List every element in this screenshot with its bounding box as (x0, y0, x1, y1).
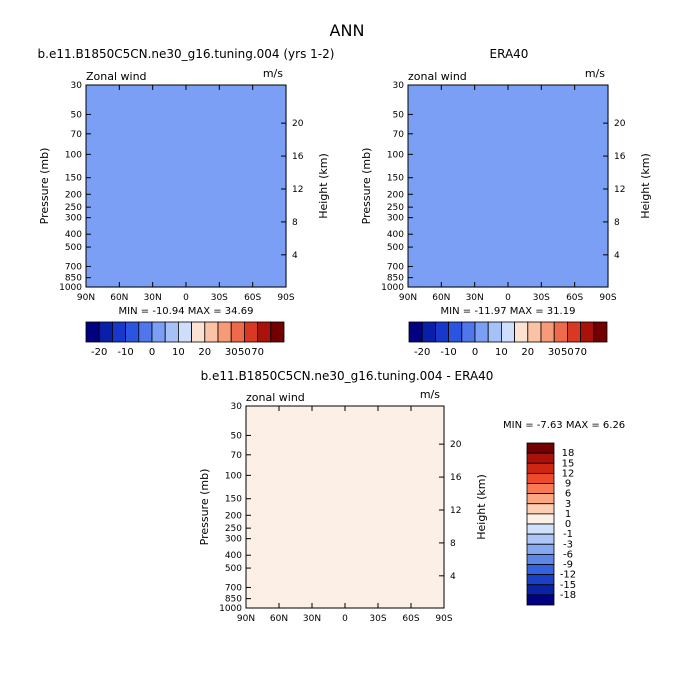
panel-model-colorbar-label: -10 (117, 347, 133, 358)
panel-model-ytick-label: 30 (71, 81, 83, 91)
panel-model-colorbar-swatch-1 (99, 322, 112, 342)
panel-model-colorbar-swatch-5 (152, 322, 165, 342)
panel-model-stats: MIN = -10.94 MAX = 34.69 (119, 306, 254, 317)
panel-model-ytick-label: 100 (65, 150, 82, 160)
panel-model-colorbar-swatch-13 (258, 322, 271, 342)
panel-model-height-tick-label: 20 (292, 119, 304, 129)
panel-model-xtick-label: 60S (244, 293, 261, 303)
panel-model-colorbar-swatch-4 (139, 322, 152, 342)
panel-model-ytick-label: 50 (71, 110, 83, 120)
panel-model-units: m/s (263, 67, 283, 80)
panel-model: b.e11.B1850C5CN.ne30_g16.tuning.004 (yrs… (38, 47, 335, 358)
panel-model-xtick-label: 90S (277, 293, 294, 303)
panel-model-colorbar-swatch-14 (271, 322, 284, 342)
panel-model-height-tick-label: 16 (292, 152, 304, 162)
panel-obs-title: ERA40 (490, 47, 529, 61)
panel-model-ytick-label: 250 (65, 203, 82, 213)
panel-model-xtick-label: 0 (183, 293, 189, 303)
panel-model-colorbar-label: 0 (149, 347, 155, 358)
panel-model-ylabel: Pressure (mb) (38, 148, 51, 225)
panel-model-colorbar-label: 20 (198, 347, 211, 358)
panel-obs-field-label: zonal wind (408, 70, 467, 83)
panel-model-ytick-label: 200 (65, 190, 82, 200)
panel-model-field-label: Zonal wind (86, 70, 147, 83)
panel-model-height-tick-label: 4 (292, 251, 298, 261)
panel-model-ytick-label: 1000 (59, 283, 82, 293)
panel-model-colorbar-swatch-7 (178, 322, 191, 342)
panel-model-colorbar-swatch-3 (126, 322, 139, 342)
panel-obs-plot (408, 85, 609, 288)
panel-model-ylabel-right: Height (km) (317, 153, 330, 219)
panel-model-ytick-label: 400 (65, 230, 82, 240)
panel-model-colorbar-swatch-12 (244, 322, 257, 342)
panel-model-ytick-label: 500 (65, 243, 82, 253)
panel-model-colorbar-swatch-8 (192, 322, 205, 342)
panel-model-xtick-label: 30N (144, 293, 162, 303)
panel-obs-ylabel-right: Height (km) (639, 153, 652, 219)
panel-model-height-tick-label: 8 (292, 218, 298, 228)
panel-model-ytick-label: 70 (71, 130, 83, 140)
panel-obs-units: m/s (585, 67, 605, 80)
panel-model-xtick-label: 90N (77, 293, 95, 303)
panel-model-xtick-label: 60N (110, 293, 128, 303)
panel-model-plot (86, 85, 287, 288)
panel-model-colorbar-swatch-9 (205, 322, 218, 342)
panel-model-height-tick-label: 12 (292, 185, 303, 195)
panel-model-ytick-label: 700 (65, 262, 82, 272)
panel-model-colorbar-label: 30 (225, 347, 238, 358)
panel-model-colorbar-swatch-6 (165, 322, 178, 342)
panel-model-colorbar-swatch-10 (218, 322, 231, 342)
panel-obs-ylabel: Pressure (mb) (360, 148, 373, 225)
panel-model-ytick-label: 300 (65, 214, 82, 224)
panel-model-xtick-label: 30S (211, 293, 228, 303)
panel-model-title: b.e11.B1850C5CN.ne30_g16.tuning.004 (yrs… (38, 47, 335, 61)
panel-model-ytick-label: 150 (65, 174, 82, 184)
panel-model-colorbar-swatch-2 (112, 322, 125, 342)
panel-model-colorbar-label: -20 (91, 347, 107, 358)
panel-obs: ERA40 zonal wind m/s Pressure (mb) Heigh… (360, 47, 652, 358)
panel-model-colorbar-label: 50 (238, 347, 251, 358)
main-title: ANN (330, 21, 365, 40)
panel-model-colorbar-label: 10 (172, 347, 185, 358)
panel-model-colorbar-label: 70 (251, 347, 264, 358)
panel-model-colorbar-swatch-11 (231, 322, 244, 342)
panel-model-colorbar-swatch-0 (86, 322, 99, 342)
